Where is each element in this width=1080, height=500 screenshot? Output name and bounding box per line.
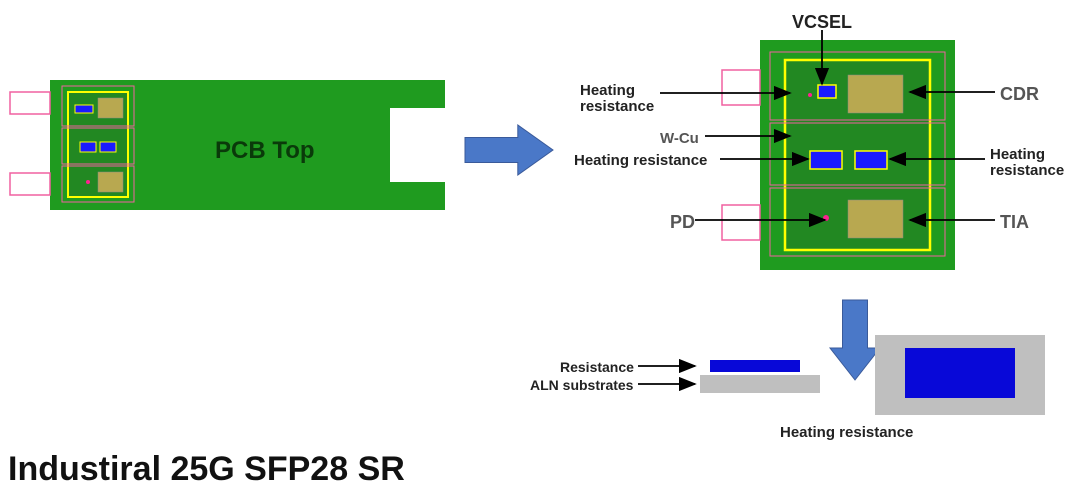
ic-chip (98, 172, 123, 192)
blue-chip (855, 151, 887, 169)
callout-label: ALN substrates (530, 377, 634, 393)
blue-chip (100, 142, 116, 152)
callout-label: Heating resistance (574, 152, 707, 169)
pd-dot (86, 180, 90, 184)
pd-dot (808, 93, 812, 97)
callout-label: VCSEL (792, 12, 852, 32)
heating-res-inner (905, 348, 1015, 398)
connector-outline (722, 70, 760, 105)
callout-label: PD (670, 212, 695, 232)
ic-chip (848, 75, 903, 113)
connector-outline (10, 92, 50, 114)
callout-label: Heating resistance (780, 424, 913, 441)
big-arrow-down (830, 300, 880, 380)
blue-chip (75, 105, 93, 113)
resistance-bar (710, 360, 800, 372)
callout-label: resistance (580, 98, 654, 115)
blue-chip (80, 142, 96, 152)
callout-label: Resistance (560, 359, 634, 375)
blue-chip (810, 151, 842, 169)
diagram-title: Industiral 25G SFP28 SR (8, 450, 405, 488)
blue-chip (818, 85, 836, 98)
big-arrow-right (465, 125, 553, 175)
pcb-top-label: PCB Top (215, 137, 315, 164)
callout-label: resistance (990, 162, 1064, 179)
callout-label: W-Cu (660, 130, 699, 147)
connector-outline (10, 173, 50, 195)
callout-label: TIA (1000, 212, 1029, 232)
callout-label: CDR (1000, 84, 1039, 104)
callout-label: Heating (990, 146, 1045, 163)
aln-substrate (700, 375, 820, 393)
ic-chip (848, 200, 903, 238)
callout-label: Heating (580, 82, 635, 99)
ic-chip (98, 98, 123, 118)
connector-outline (722, 205, 760, 240)
